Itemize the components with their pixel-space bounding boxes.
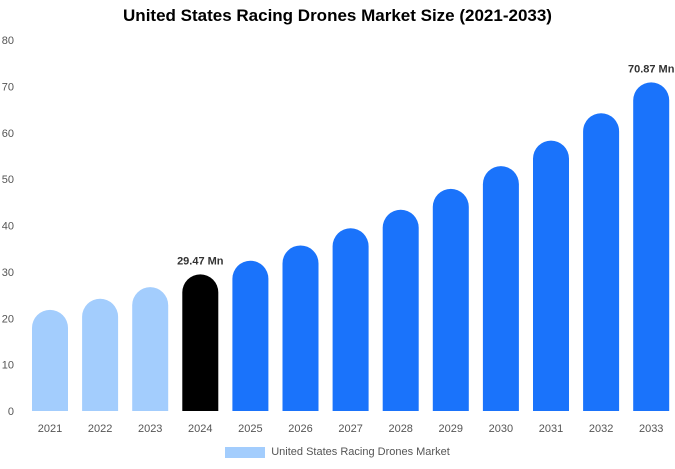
x-tick-label: 2033 [639, 423, 663, 435]
bar [432, 188, 469, 411]
y-tick-label: 40 [2, 221, 14, 233]
y-tick-label: 60 [2, 128, 14, 140]
bar [332, 228, 369, 411]
y-tick-label: 20 [2, 313, 14, 325]
y-tick-label: 10 [2, 360, 14, 372]
x-tick-label: 2026 [288, 423, 312, 435]
chart-title: United States Racing Drones Market Size … [123, 6, 552, 25]
bar [282, 245, 319, 411]
y-tick-label: 30 [2, 267, 14, 279]
bar [482, 166, 519, 411]
legend: United States Racing Drones Market [0, 446, 675, 458]
y-tick-label: 50 [2, 174, 14, 186]
x-tick-label: 2021 [38, 423, 62, 435]
bar [232, 260, 269, 411]
bar [633, 82, 670, 411]
x-tick-label: 2023 [138, 423, 162, 435]
bar [132, 287, 169, 411]
legend-label: United States Racing Drones Market [271, 446, 450, 458]
x-tick-label: 2027 [338, 423, 362, 435]
bar [382, 209, 419, 411]
bar [32, 309, 68, 411]
x-tick-label: 2025 [238, 423, 262, 435]
x-tick-label: 2030 [489, 423, 513, 435]
x-tick-label: 2032 [589, 423, 613, 435]
x-tick-label: 2022 [88, 423, 112, 435]
data-label: 70.87 Mn [628, 63, 675, 75]
x-tick-label: 2031 [539, 423, 563, 435]
y-tick-label: 80 [2, 35, 14, 47]
bar [82, 298, 119, 411]
x-tick-label: 2029 [439, 423, 463, 435]
x-tick-label: 2024 [188, 423, 212, 435]
data-label: 29.47 Mn [177, 255, 224, 267]
bar [182, 274, 219, 411]
bar [583, 113, 620, 411]
y-tick-label: 0 [8, 406, 14, 418]
x-tick-label: 2028 [388, 423, 412, 435]
y-tick-label: 70 [2, 81, 14, 93]
bar [533, 140, 569, 412]
legend-swatch [225, 446, 266, 458]
